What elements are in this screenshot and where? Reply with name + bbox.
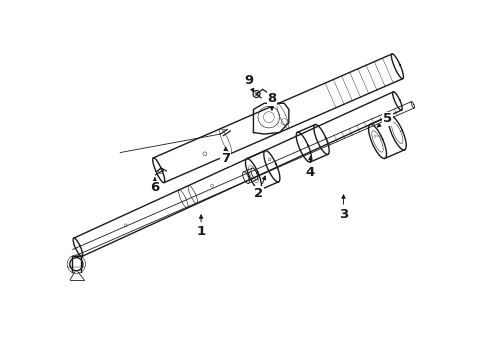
- Text: 5: 5: [377, 112, 392, 127]
- Text: 6: 6: [150, 178, 160, 194]
- Text: 4: 4: [306, 156, 315, 179]
- Text: 7: 7: [221, 147, 230, 165]
- Text: 2: 2: [254, 176, 266, 200]
- Text: 8: 8: [267, 92, 276, 110]
- Text: 9: 9: [244, 74, 254, 92]
- Text: 1: 1: [196, 215, 206, 238]
- Text: 3: 3: [339, 195, 348, 221]
